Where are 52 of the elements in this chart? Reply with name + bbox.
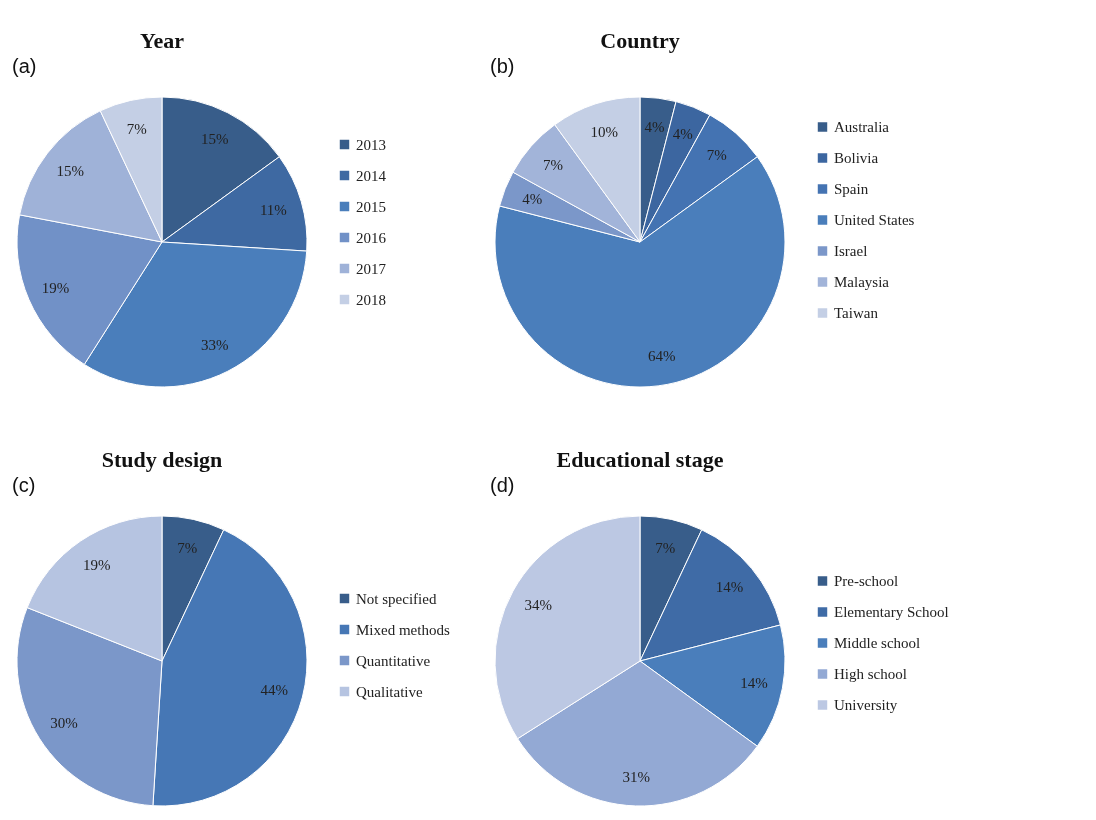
data-label: 7% — [706, 146, 727, 163]
chart-title: Country — [600, 28, 680, 53]
legend-label: Middle school — [834, 635, 921, 651]
text: (a) — [12, 55, 37, 77]
text: (d) — [490, 474, 515, 496]
legend-label: Not specified — [356, 590, 437, 607]
data-label: 64% — [647, 347, 676, 364]
chart-title: Educational stage — [556, 447, 724, 472]
data-label: 7% — [126, 120, 147, 137]
data-label: 4% — [522, 191, 543, 208]
legend-label: Israel — [834, 243, 868, 259]
legend-label: High school — [834, 666, 907, 682]
legend-label: University — [834, 697, 898, 713]
data-label: 31% — [622, 768, 651, 785]
data-label: 14% — [715, 579, 744, 596]
legend-label: Australia — [834, 119, 890, 135]
text: (c) — [12, 474, 36, 496]
legend-label: Elementary School — [834, 604, 949, 620]
chart-title: Year — [140, 28, 185, 53]
data-label: 19% — [41, 280, 70, 297]
data-label: 7% — [655, 539, 676, 556]
data-label: 19% — [83, 557, 111, 574]
legend-label: Mixed methods — [356, 621, 450, 638]
legend-label: Quantitative — [356, 652, 431, 669]
legend-label: Pre-school — [834, 573, 899, 589]
data-label: 7% — [542, 157, 563, 174]
data-label: 33% — [200, 337, 229, 354]
legend-label: 2016 — [356, 229, 387, 246]
data-label: 4% — [672, 126, 693, 143]
data-label: 4% — [644, 118, 665, 135]
legend-label: Spain — [834, 181, 869, 197]
data-label: 44% — [260, 681, 289, 698]
legend-label: Qualitative — [356, 683, 423, 700]
legend-label: 2017 — [356, 260, 387, 277]
text: (b) — [490, 55, 515, 77]
legend-label: United States — [834, 212, 915, 228]
legend-label: 2014 — [356, 167, 387, 184]
data-label: 15% — [200, 130, 229, 147]
legend-label: 2015 — [356, 198, 386, 215]
data-label: 7% — [177, 539, 198, 556]
data-label: 15% — [56, 162, 85, 179]
data-label: 30% — [50, 715, 78, 732]
data-label: 14% — [740, 674, 768, 691]
legend-label: 2018 — [356, 291, 386, 308]
legend-label: Taiwan — [834, 305, 879, 321]
data-label: 34% — [524, 597, 553, 614]
legend-label: Bolivia — [834, 150, 879, 166]
legend-label: Malaysia — [834, 274, 890, 290]
chart-title: Study design — [101, 447, 223, 472]
legend-label: 2013 — [356, 136, 386, 153]
data-label: 11% — [259, 201, 287, 218]
data-label: 10% — [590, 123, 618, 140]
